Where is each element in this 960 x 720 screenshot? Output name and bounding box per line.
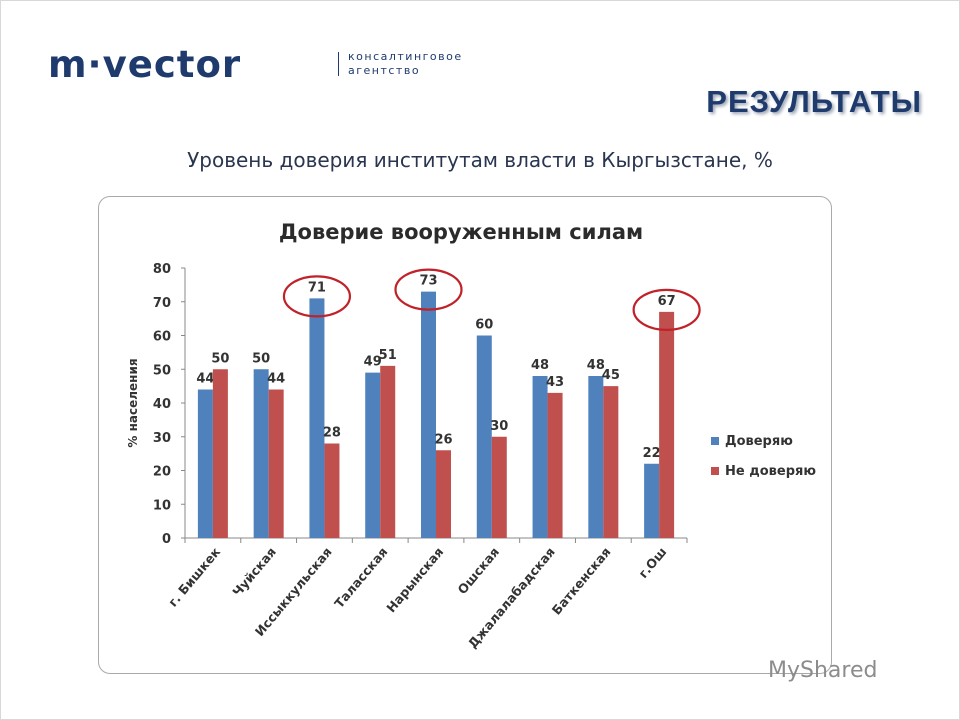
company-logo: m·vector консалтинговое агентство — [48, 43, 461, 86]
data-label: 48 — [531, 358, 549, 373]
bar-trust — [421, 291, 436, 538]
bar-chart: Доверие вооруженным силам 0 10 20 30 40 50 60 70… — [126, 220, 816, 651]
data-label: 22 — [643, 446, 661, 461]
x-tick-label: Чуйская — [229, 544, 279, 599]
data-label: 67 — [658, 294, 676, 309]
bar-trust — [197, 389, 213, 538]
data-label: 51 — [379, 348, 397, 363]
y-tick-label: 70 — [153, 296, 171, 311]
y-tick-label: 0 — [162, 532, 171, 547]
x-tick-label: Нарынская — [383, 544, 446, 615]
x-tick-label: г.Ош — [635, 544, 669, 581]
bar-distrust — [491, 436, 507, 538]
bar-distrust — [659, 311, 675, 538]
y-tick-label: 80 — [153, 262, 171, 277]
x-tick-label: Баткенская — [549, 544, 614, 617]
bar-trust — [644, 463, 660, 538]
bar-distrust — [547, 392, 563, 538]
y-tick-label: 60 — [153, 330, 171, 345]
data-label: 73 — [419, 274, 437, 289]
data-label: 50 — [211, 351, 229, 366]
bar-trust — [309, 298, 325, 538]
y-axis-label: % населения — [126, 358, 140, 447]
x-tick-label: Таласская — [331, 544, 390, 611]
slide-subtitle: Уровень доверия институтам власти в Кырг… — [187, 148, 773, 172]
data-label: 44 — [267, 372, 285, 387]
bar-distrust — [324, 443, 340, 538]
y-tick-label: 30 — [153, 431, 171, 446]
chart-title: Доверие вооруженным силам — [279, 220, 643, 244]
legend-entry: Доверяю — [725, 434, 793, 449]
y-tick-label: 10 — [153, 498, 171, 513]
data-label: 44 — [196, 372, 214, 387]
data-label: 48 — [587, 358, 605, 373]
y-tick-label: 20 — [153, 465, 171, 480]
data-label: 45 — [602, 368, 620, 383]
logo-separator — [338, 52, 339, 76]
bar-trust — [253, 369, 269, 538]
y-tick-label: 40 — [153, 397, 171, 412]
chart-container: Доверие вооруженным силам 0 10 20 30 40 50 60 70… — [98, 196, 832, 674]
bar-distrust — [268, 389, 284, 538]
bar-distrust — [212, 369, 228, 538]
highlight-circle — [282, 275, 352, 318]
legend-swatch — [711, 437, 719, 445]
x-tick-label: Ошская — [454, 544, 502, 597]
data-label: 50 — [252, 351, 270, 366]
legend-entry: Не доверяю — [725, 464, 816, 479]
results-heading: РЕЗУЛЬТАТЫ — [706, 84, 922, 119]
bar-trust — [588, 376, 604, 538]
data-label: 49 — [364, 355, 382, 370]
data-label: 60 — [475, 318, 493, 333]
bar-distrust — [603, 386, 619, 538]
data-label: 28 — [323, 426, 341, 441]
bar-distrust — [380, 365, 396, 538]
bar-trust — [532, 376, 548, 538]
data-label: 30 — [490, 419, 508, 434]
logo-brand: m·vector — [48, 43, 242, 86]
legend-swatch — [711, 467, 719, 475]
data-label: 43 — [546, 375, 564, 390]
watermark: MyShared — [768, 658, 878, 683]
bar-distrust — [436, 450, 451, 538]
bar-trust — [365, 372, 381, 538]
highlight-circle — [632, 288, 701, 331]
data-label: 71 — [308, 280, 326, 295]
x-tick-label: г. Бишкек — [165, 544, 224, 610]
bar-trust — [476, 335, 492, 538]
highlight-circle — [394, 268, 463, 311]
data-label: 26 — [434, 432, 452, 447]
y-tick-label: 50 — [153, 363, 171, 378]
logo-tagline: консалтинговое агентство — [348, 50, 463, 77]
